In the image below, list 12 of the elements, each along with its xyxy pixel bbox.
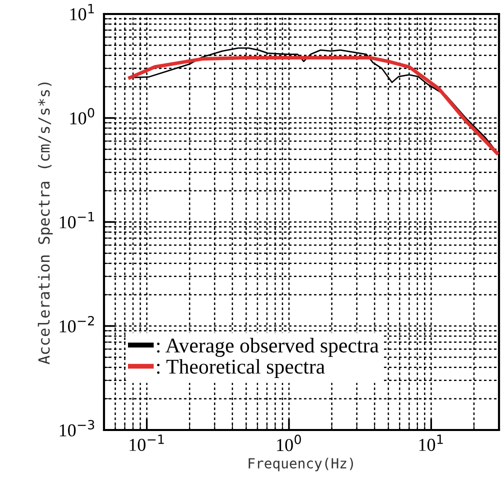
x-axis-title: Frequency(Hz) <box>248 458 353 472</box>
x-tick-label: 10$^{0}$ <box>277 434 301 452</box>
y-axis-title: Acceleration Spectra (cm/s/s*s) <box>38 82 53 364</box>
y-tick-label: 10$^{−2}$ <box>60 316 94 332</box>
x-tick-label: 10$^{1}$ <box>419 434 443 451</box>
y-tick-label: 10$^{0}$ <box>70 108 94 124</box>
y-tick-label: 10$^{−1}$ <box>60 212 94 228</box>
y-tick-label: 10$^{1}$ <box>70 4 94 20</box>
x-tick-label: 10$^{−1}$ <box>130 434 164 451</box>
y-tick-label: 10$^{−3}$ <box>60 420 94 436</box>
legend-label: : Average observed spectra <box>157 338 379 357</box>
legend-label: : Theoretical spectra <box>157 359 325 378</box>
